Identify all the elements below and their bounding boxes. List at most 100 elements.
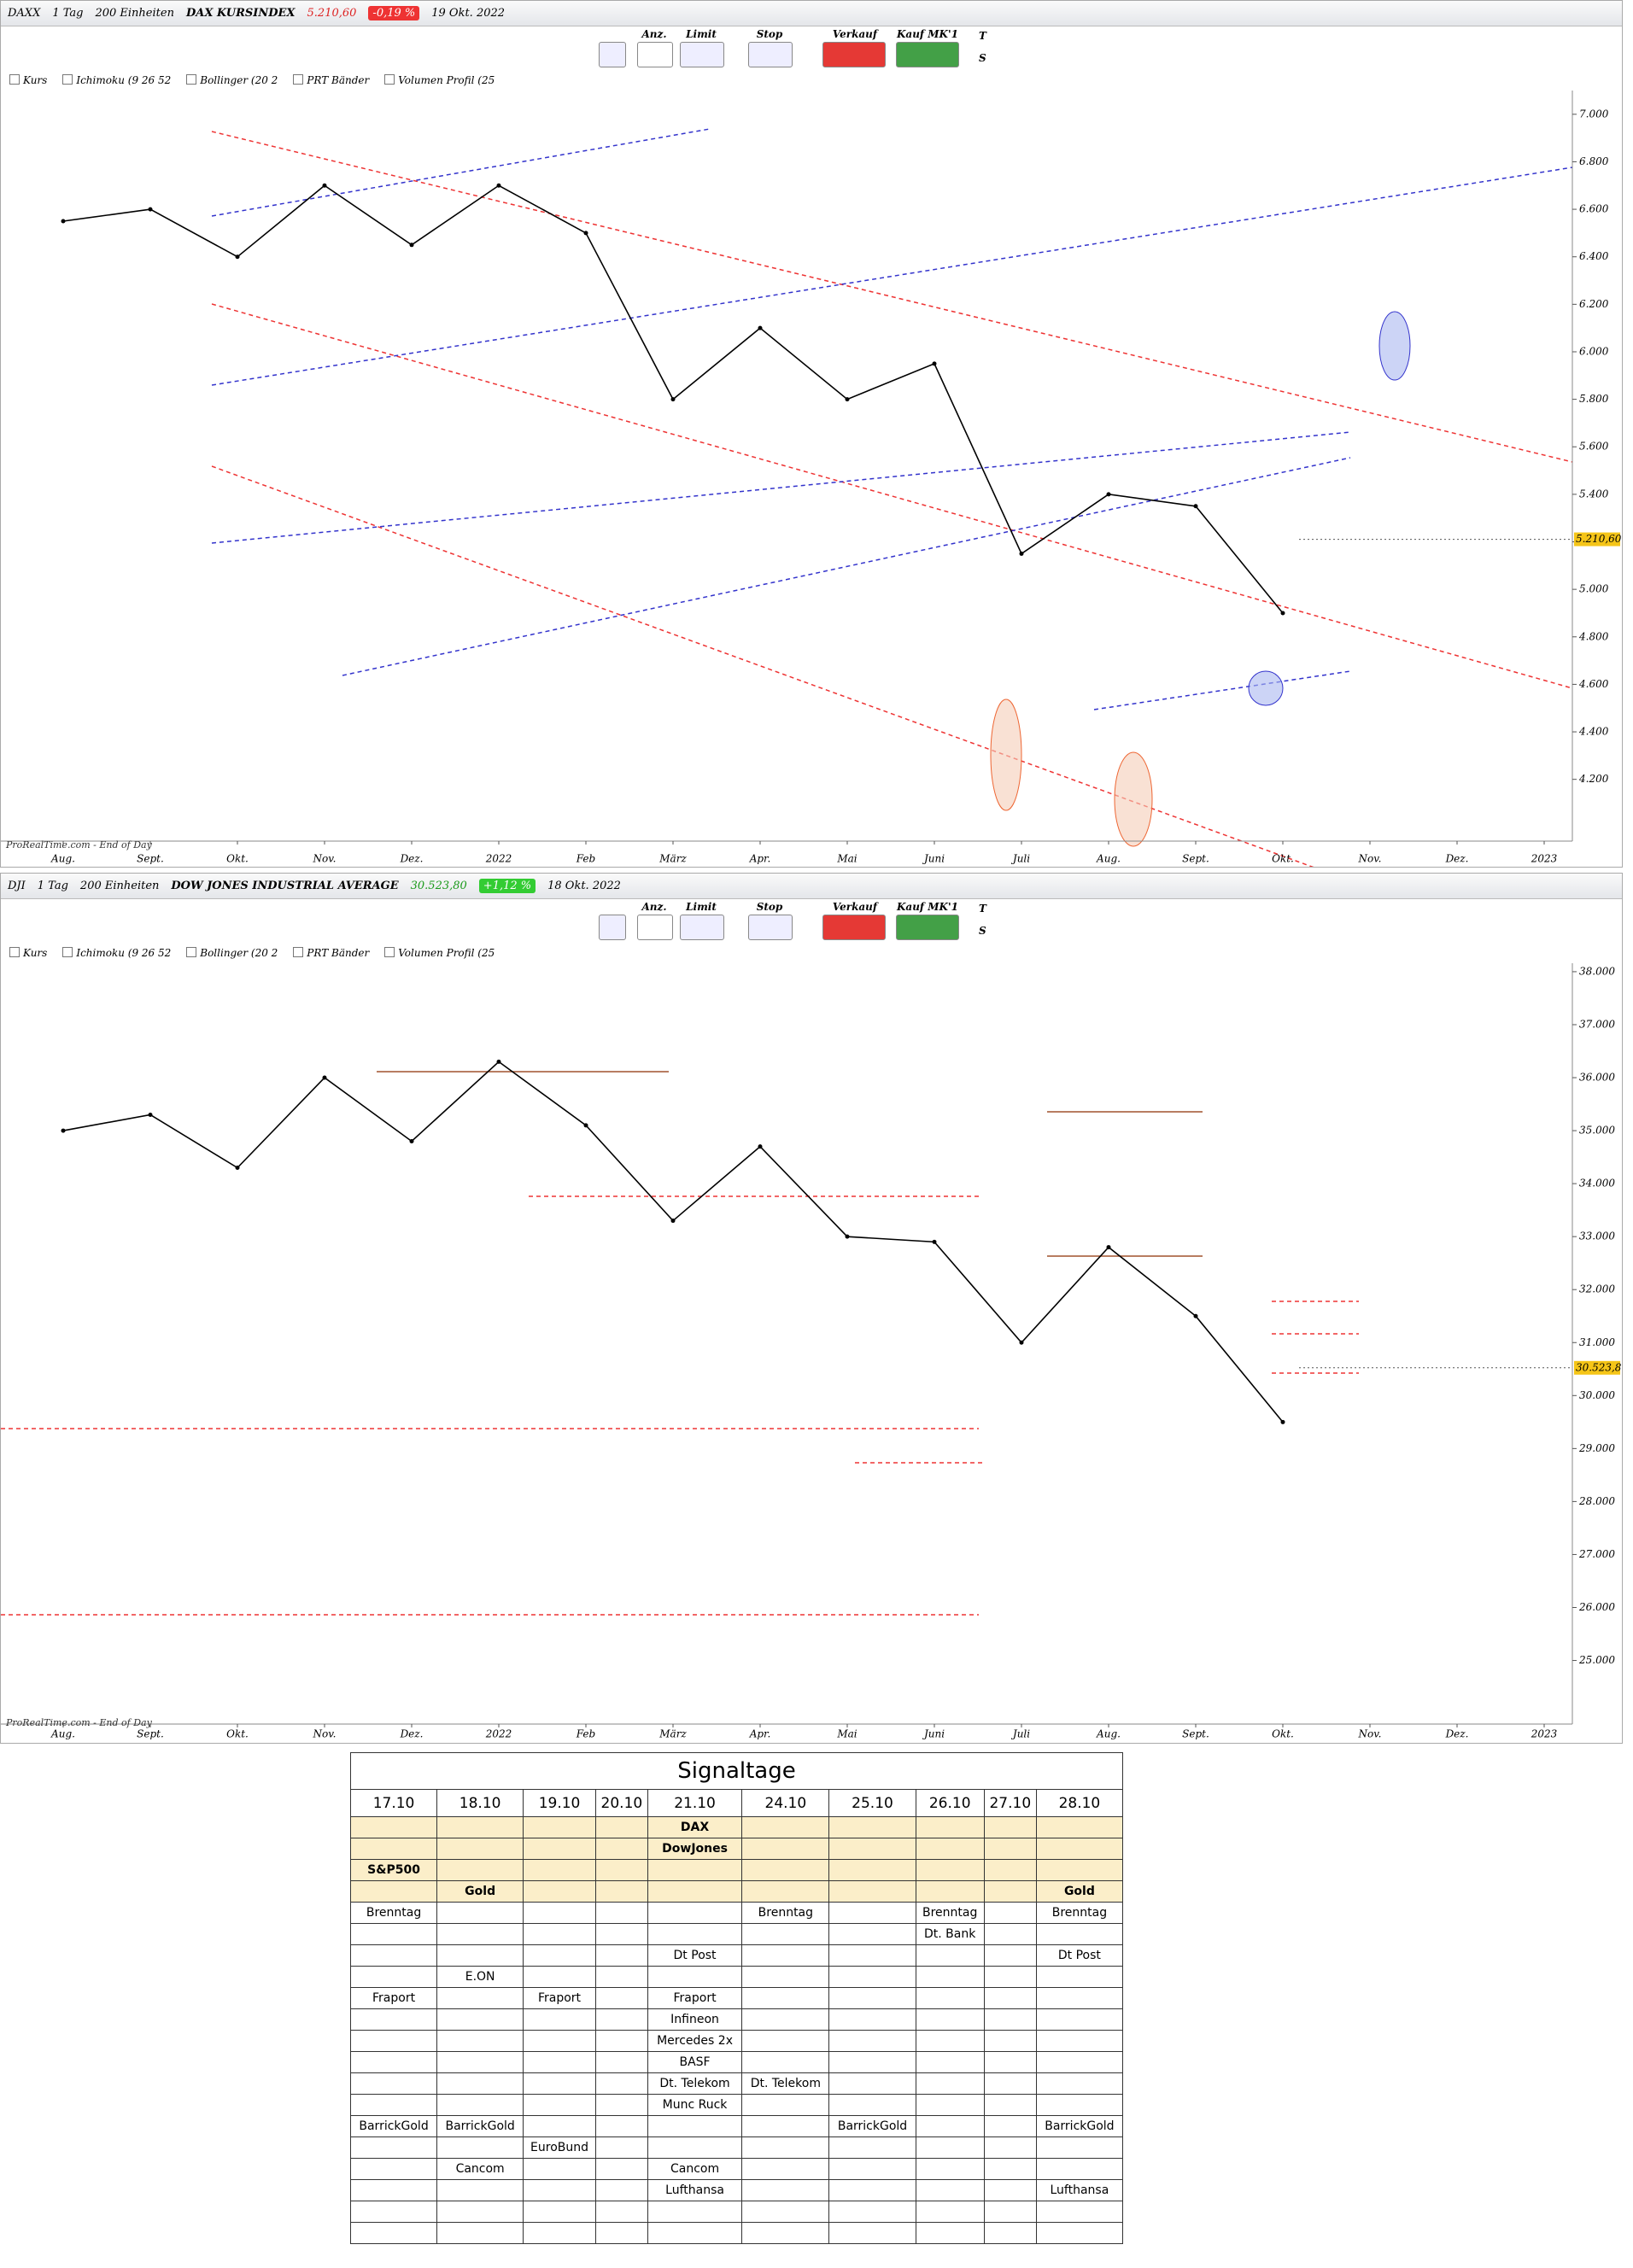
table-cell bbox=[436, 2222, 524, 2244]
table-cell bbox=[828, 2158, 916, 2180]
toolbar: DJI 1 Tag 200 Einheiten DOW JONES INDUST… bbox=[1, 874, 1622, 899]
indicator[interactable]: Kurs bbox=[9, 947, 47, 959]
price-point bbox=[1019, 551, 1024, 556]
button[interactable] bbox=[599, 915, 626, 940]
y-tick-label: 28.000 bbox=[1578, 1495, 1615, 1507]
stop-button[interactable] bbox=[748, 42, 793, 67]
x-tick-label: Nov. bbox=[1358, 853, 1382, 865]
y-tick-label: 5.600 bbox=[1579, 441, 1609, 453]
price-point bbox=[235, 1166, 240, 1171]
table-cell bbox=[741, 2051, 830, 2073]
table-row bbox=[349, 2201, 1124, 2223]
buy-button[interactable] bbox=[896, 915, 959, 940]
price-line bbox=[62, 1061, 1284, 1423]
table-cell bbox=[915, 2179, 985, 2201]
dax-panel: DAXX 1 Tag 200 Einheiten DAX KURSINDEX 5… bbox=[0, 0, 1623, 868]
label: Kauf MK'1 bbox=[896, 28, 958, 40]
table-cell bbox=[349, 2051, 438, 2073]
table-row: Fraport Fraport Fraport bbox=[349, 1987, 1124, 2009]
table-cell: Gold bbox=[436, 1880, 524, 1903]
x-tick-label: Sept. bbox=[137, 853, 164, 865]
table-row: Brenntag Brenntag Brenntag Brenntag bbox=[349, 1902, 1124, 1924]
table-cell: Brenntag bbox=[349, 1902, 438, 1924]
x-tick-label: Nov. bbox=[313, 853, 337, 865]
x-tick-label: Dez. bbox=[400, 1728, 424, 1740]
symbol[interactable]: DAXX bbox=[8, 7, 41, 20]
table-cell bbox=[983, 2051, 1037, 2073]
y-tick-label: 6.200 bbox=[1579, 298, 1609, 310]
y-tick-label: 25.000 bbox=[1578, 1654, 1615, 1666]
indicator[interactable]: Kurs bbox=[9, 74, 47, 86]
quantity-input[interactable] bbox=[637, 42, 673, 67]
limit-button[interactable] bbox=[680, 42, 724, 67]
table-row: Dt Post Dt Post bbox=[349, 1944, 1124, 1967]
table-cell bbox=[594, 2115, 648, 2137]
sell-button[interactable] bbox=[822, 42, 886, 67]
indicator[interactable]: Ichimoku (9 26 52 bbox=[62, 74, 171, 86]
period[interactable]: 1 Tag bbox=[37, 880, 68, 892]
table-cell bbox=[349, 2136, 438, 2159]
table-cell bbox=[828, 2030, 916, 2052]
sell-button[interactable] bbox=[822, 915, 886, 940]
table-cell bbox=[594, 1880, 648, 1903]
table-cell: Cancom bbox=[647, 2158, 743, 2180]
indicator[interactable]: PRT Bänder bbox=[293, 74, 369, 86]
units[interactable]: 200 Einheiten bbox=[95, 7, 174, 20]
x-tick-label: Feb bbox=[576, 1728, 595, 1740]
table-title: Signaltage bbox=[350, 1752, 1123, 1789]
indicator-bar: Kurs Ichimoku (9 26 52 Bollinger (20 2 P… bbox=[1, 69, 495, 91]
indicator[interactable]: Volumen Profil (25 bbox=[384, 74, 495, 86]
table-cell bbox=[1035, 1923, 1124, 1945]
table-cell bbox=[436, 1902, 524, 1924]
button[interactable] bbox=[599, 42, 626, 67]
table-cell bbox=[436, 1838, 524, 1860]
table-cell bbox=[436, 2179, 524, 2201]
table-cell: BASF bbox=[647, 2051, 743, 2073]
x-tick-label: Sept. bbox=[1182, 1728, 1209, 1740]
table-cell bbox=[915, 1880, 985, 1903]
table-cell bbox=[523, 1944, 596, 1967]
label: Stop bbox=[756, 901, 783, 913]
units[interactable]: 200 Einheiten bbox=[79, 880, 160, 892]
table-cell bbox=[349, 2158, 438, 2180]
table-cell bbox=[983, 2179, 1037, 2201]
table-cell bbox=[828, 2051, 916, 2073]
buy-button[interactable] bbox=[896, 42, 959, 67]
price-point bbox=[148, 1112, 153, 1117]
quantity-input[interactable] bbox=[637, 915, 673, 940]
stop-button[interactable] bbox=[748, 915, 793, 940]
table-cell bbox=[349, 1816, 438, 1838]
price-point bbox=[1019, 1340, 1024, 1345]
indicator[interactable]: PRT Bänder bbox=[293, 947, 369, 959]
table-cell bbox=[523, 2051, 596, 2073]
table-cell: Lufthansa bbox=[647, 2179, 743, 2201]
price-point bbox=[932, 361, 937, 366]
y-tick-label: 33.000 bbox=[1579, 1230, 1615, 1242]
table-cell bbox=[523, 1859, 596, 1881]
indicator[interactable]: Bollinger (20 2 bbox=[186, 74, 278, 86]
table-cell bbox=[594, 2136, 648, 2159]
indicator[interactable]: Volumen Profil (25 bbox=[384, 947, 495, 959]
label: S bbox=[979, 52, 986, 64]
table-row: DowJones bbox=[349, 1838, 1124, 1860]
table-cell bbox=[1035, 2201, 1124, 2223]
table-cell bbox=[915, 1987, 985, 2009]
table-cell bbox=[828, 1859, 916, 1881]
table-cell bbox=[915, 2115, 985, 2137]
table-cell bbox=[915, 2222, 985, 2244]
price-point bbox=[496, 183, 501, 188]
table-cell bbox=[436, 2094, 524, 2116]
table-cell bbox=[436, 2051, 524, 2073]
table-cell bbox=[1035, 2094, 1124, 2116]
symbol[interactable]: DJI bbox=[8, 880, 26, 892]
limit-button[interactable] bbox=[680, 915, 724, 940]
last-price-label: 30.523,80 bbox=[1576, 1361, 1622, 1373]
indicator[interactable]: Bollinger (20 2 bbox=[186, 947, 278, 959]
table-cell bbox=[983, 2222, 1037, 2244]
period[interactable]: 1 Tag bbox=[52, 7, 84, 20]
table-row: S&P500 bbox=[349, 1859, 1124, 1881]
x-tick-label: Sept. bbox=[137, 1728, 164, 1740]
indicator[interactable]: Ichimoku (9 26 52 bbox=[62, 947, 171, 959]
last-price-label: 5.210,60 bbox=[1576, 533, 1622, 545]
